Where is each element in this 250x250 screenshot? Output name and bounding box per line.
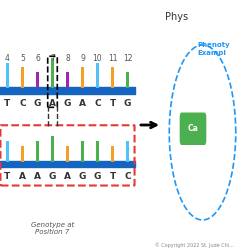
Text: Ca: Ca — [188, 124, 198, 133]
Text: G: G — [64, 99, 71, 108]
Text: G: G — [49, 172, 56, 181]
Text: Genotype at
Position 7: Genotype at Position 7 — [31, 222, 74, 234]
Text: G: G — [94, 172, 101, 181]
Bar — [51, 58, 54, 88]
Bar — [21, 146, 24, 162]
Text: T: T — [110, 99, 116, 108]
Text: C: C — [94, 99, 101, 108]
Bar — [126, 72, 129, 88]
Text: A: A — [64, 172, 71, 181]
Bar — [66, 72, 69, 88]
Bar — [111, 146, 114, 162]
Bar — [6, 141, 9, 162]
Text: G: G — [34, 99, 41, 108]
Bar — [96, 63, 99, 88]
Text: 8: 8 — [65, 54, 70, 62]
Bar — [6, 63, 9, 88]
Text: A: A — [49, 99, 56, 108]
Text: 4: 4 — [5, 54, 10, 62]
Bar — [51, 136, 54, 162]
Bar — [111, 67, 114, 88]
Text: Phenoty
Exampl: Phenoty Exampl — [198, 42, 230, 56]
Bar — [96, 141, 99, 162]
Text: 7: 7 — [50, 54, 55, 62]
Text: A: A — [19, 172, 26, 181]
Bar — [81, 141, 84, 162]
Text: A: A — [79, 99, 86, 108]
Text: C: C — [19, 99, 26, 108]
Text: 11: 11 — [108, 54, 117, 62]
Bar — [21, 67, 24, 88]
Bar — [81, 67, 84, 88]
Text: A: A — [34, 172, 41, 181]
Text: 6: 6 — [35, 54, 40, 62]
FancyBboxPatch shape — [180, 112, 206, 145]
Text: T: T — [4, 172, 10, 181]
Text: Phys: Phys — [164, 12, 188, 22]
Text: T: T — [110, 172, 116, 181]
Text: C: C — [124, 172, 131, 181]
Text: 12: 12 — [123, 54, 132, 62]
Bar — [126, 141, 129, 162]
Text: 5: 5 — [20, 54, 25, 62]
Bar — [36, 72, 39, 88]
Text: © Copyright 2022 St. Jude Chi...: © Copyright 2022 St. Jude Chi... — [155, 242, 234, 248]
Text: G: G — [79, 172, 86, 181]
Bar — [66, 146, 69, 162]
Text: 9: 9 — [80, 54, 85, 62]
Text: G: G — [124, 99, 131, 108]
Bar — [36, 141, 39, 162]
Text: 10: 10 — [93, 54, 102, 62]
Text: T: T — [4, 99, 10, 108]
